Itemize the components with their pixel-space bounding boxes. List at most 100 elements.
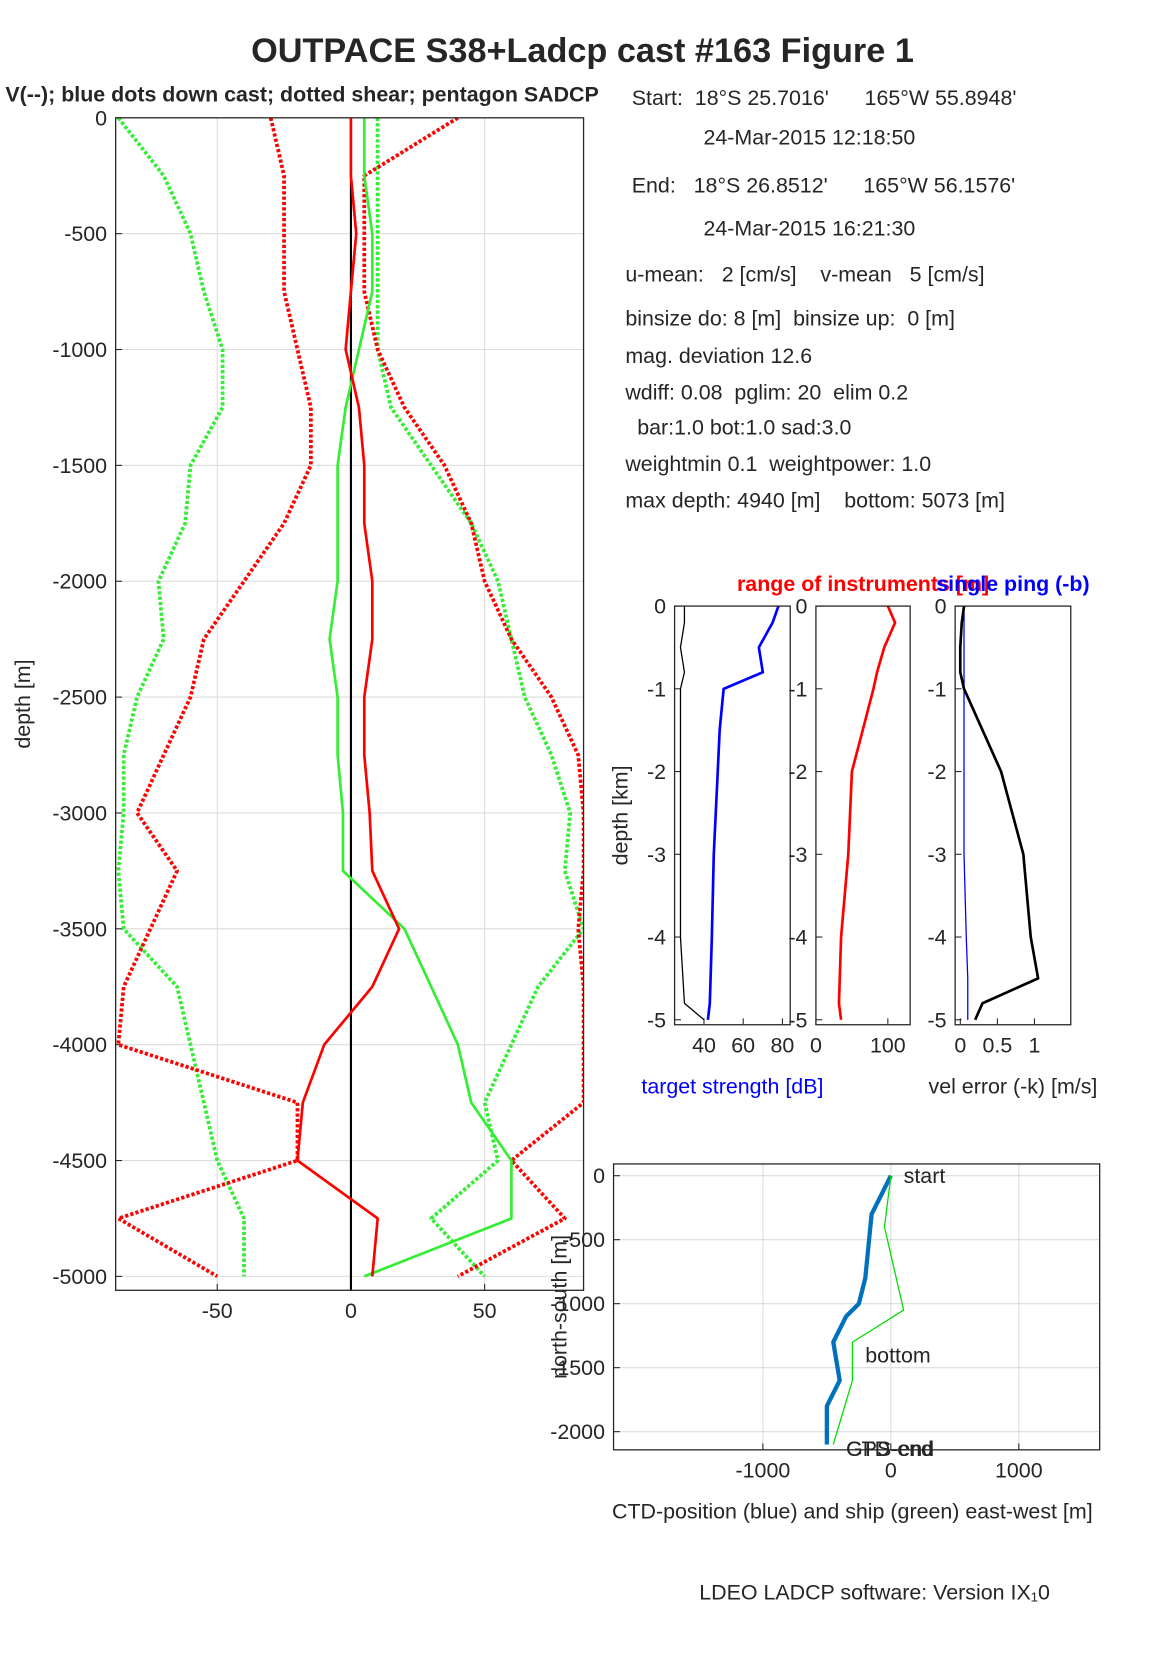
x-axis-label: vel error (-k) [m/s] <box>929 1074 1098 1098</box>
info-line: mag. deviation 12.6 <box>625 344 812 368</box>
axes-title: single ping (-b) <box>936 572 1089 596</box>
axes-frame <box>815 605 911 1026</box>
subtitle: V(--); blue dots down cast; dotted shear… <box>5 83 598 107</box>
y-tick-label: 0 <box>654 595 666 619</box>
info-line: binsize do: 8 [m] binsize up: 0 [m] <box>625 307 955 331</box>
axes-frame <box>673 605 791 1026</box>
series-line <box>679 606 705 1021</box>
plot-area <box>815 606 911 1025</box>
y-tick-label: -2 <box>928 760 947 784</box>
y-tick-label: 0 <box>935 595 947 619</box>
y-tick-label: -5 <box>788 1008 807 1032</box>
y-tick-label: -3000 <box>52 801 107 825</box>
x-tick-label: -50 <box>202 1299 233 1323</box>
y-tick-label: -5 <box>928 1008 947 1032</box>
x-tick-label: 0.5 <box>983 1034 1013 1058</box>
x-tick-label: 60 <box>731 1034 755 1058</box>
annotation: bottom <box>865 1343 930 1367</box>
info-line: 24-Mar-2015 16:21:30 <box>703 217 915 241</box>
info-line: End: 18°S 26.8512' 165°W 56.1576' <box>632 174 1016 198</box>
y-tick-label: 0 <box>593 1164 605 1188</box>
y-tick-label: -2500 <box>52 686 107 710</box>
y-tick-label: -500 <box>562 1228 605 1252</box>
y-tick-label: -1 <box>788 677 807 701</box>
series-line <box>706 606 780 1020</box>
series-line <box>296 117 401 1277</box>
y-axis-label: depth [m] <box>11 659 35 748</box>
y-axis-label: depth [km] <box>608 765 632 865</box>
info-line: Start: 18°S 25.7016' 165°W 55.8948' <box>632 86 1017 110</box>
y-tick-label: -5 <box>647 1008 666 1032</box>
y-tick-label: -3 <box>928 843 947 867</box>
y-axis-label: north-south [m] <box>547 1235 571 1379</box>
y-tick-label: -1500 <box>550 1356 605 1380</box>
y-tick-label: -1 <box>928 677 947 701</box>
series-line <box>116 117 246 1277</box>
y-tick-label: -3 <box>647 843 666 867</box>
info-line: u-mean: 2 [cm/s] v-mean 5 [cm/s] <box>625 263 984 287</box>
y-tick-label: -1500 <box>52 454 107 478</box>
x-tick-label: 40 <box>692 1034 716 1058</box>
series-line <box>375 117 584 1278</box>
y-tick-label: -3 <box>788 843 807 867</box>
info-line: weightmin 0.1 weightpower: 1.0 <box>624 452 931 476</box>
info-line: wdiff: 0.08 pglim: 20 elim 0.2 <box>624 380 908 404</box>
x-tick-label: 80 <box>770 1034 794 1058</box>
y-tick-label: -1 <box>647 677 666 701</box>
x-tick-label: 1000 <box>995 1459 1043 1483</box>
x-axis-label: CTD-position (blue) and ship (green) eas… <box>612 1499 1093 1523</box>
series-group <box>824 1174 905 1445</box>
y-tick-label: 0 <box>795 595 807 619</box>
x-tick-label: 0 <box>810 1034 822 1058</box>
annotation: GPS-end <box>846 1437 934 1461</box>
y-tick-label: -1000 <box>52 338 107 362</box>
y-tick-label: -4000 <box>52 1033 107 1057</box>
y-tick-label: -2000 <box>52 570 107 594</box>
axes-frame <box>612 1163 1101 1451</box>
y-tick-label: -4 <box>788 926 807 950</box>
axes-title: range of instruments [m] <box>737 572 989 596</box>
series-line <box>837 606 897 1020</box>
y-tick-label: -2 <box>647 760 666 784</box>
info-line: 24-Mar-2015 12:18:50 <box>703 126 915 150</box>
y-tick-label: -5000 <box>52 1265 107 1289</box>
x-tick-label: 0 <box>345 1299 357 1323</box>
y-tick-label: 0 <box>95 106 107 130</box>
axes-frame <box>954 605 1072 1026</box>
y-tick-label: -500 <box>64 222 107 246</box>
series-line <box>362 117 584 1279</box>
y-tick-label: -1000 <box>550 1292 605 1316</box>
x-axis-label: target strength [dB] <box>641 1074 823 1098</box>
x-tick-label: 50 <box>473 1299 497 1323</box>
y-tick-label: -3500 <box>52 917 107 941</box>
footer: LDEO LADCP software: Version IX₁0 <box>699 1581 1050 1605</box>
annotation: CTD-end <box>846 1437 933 1461</box>
annotation: start <box>904 1164 946 1188</box>
x-tick-label: 1 <box>1028 1034 1040 1058</box>
series-group <box>958 606 1040 1021</box>
figure-title: OUTPACE S38+Ladcp cast #163 Figure 1 <box>251 32 914 70</box>
axes-frame <box>115 117 585 1291</box>
series-line <box>824 1174 893 1445</box>
y-tick-label: -4500 <box>52 1149 107 1173</box>
series-line <box>328 117 513 1278</box>
series-group <box>837 606 897 1020</box>
info-line: bar:1.0 bot:1.0 sad:3.0 <box>625 416 851 440</box>
series-line <box>963 606 969 1020</box>
x-tick-label: 100 <box>870 1034 906 1058</box>
y-tick-label: -4 <box>647 926 666 950</box>
y-tick-label: -4 <box>928 926 947 950</box>
series-line <box>116 117 313 1278</box>
info-line: max depth: 4940 [m] bottom: 5073 [m] <box>625 489 1005 513</box>
y-tick-label: -2 <box>788 760 807 784</box>
series-line <box>958 606 1040 1021</box>
series-line <box>832 1175 905 1445</box>
series-group <box>679 606 780 1021</box>
x-tick-label: -1000 <box>736 1459 791 1483</box>
x-tick-label: 0 <box>885 1459 897 1483</box>
x-tick-label: 0 <box>954 1034 966 1058</box>
plot-area <box>674 606 791 1025</box>
y-tick-label: -2000 <box>550 1420 605 1444</box>
series-group <box>116 117 584 1291</box>
